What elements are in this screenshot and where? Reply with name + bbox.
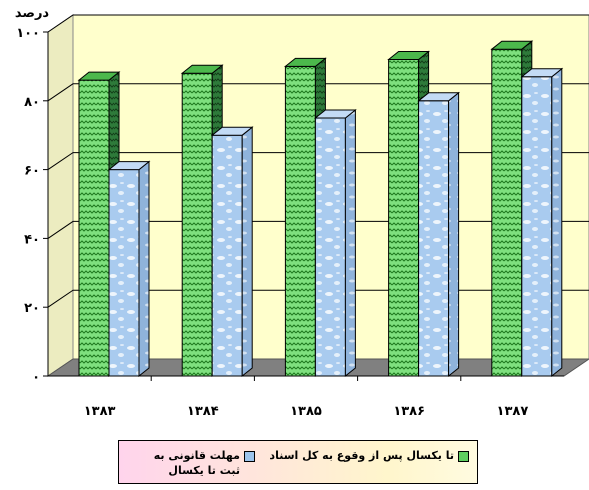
bar-side xyxy=(448,91,460,378)
legend-swatch-green xyxy=(458,450,469,462)
bar-front xyxy=(491,48,523,377)
bar-front xyxy=(418,100,450,377)
bar-side xyxy=(138,160,150,378)
bar-front xyxy=(388,59,420,377)
bar-side xyxy=(241,126,253,378)
bar-front xyxy=(284,65,316,377)
bar-front xyxy=(181,72,213,377)
bar-front xyxy=(521,76,553,377)
y-tick-label: ۰ xyxy=(32,370,40,385)
legend-label-green: تا یکسال پس از وقوع به کل اسناد xyxy=(269,449,454,462)
legend-item-green: تا یکسال پس از وقوع به کل اسناد xyxy=(269,448,469,463)
bar-top xyxy=(313,109,357,119)
y-tick-label: ۴۰ xyxy=(24,232,40,247)
y-tick-label: ۲۰ xyxy=(24,301,40,316)
x-tick-label: ۱۳۸۷ xyxy=(497,404,529,419)
x-tick-label: ۱۳۸۳ xyxy=(84,404,116,419)
bar-top xyxy=(387,51,431,61)
y-tick-label: ۶۰ xyxy=(24,164,40,179)
y-tick-label: ۸۰ xyxy=(24,95,40,110)
side-wall xyxy=(47,14,74,377)
bar-top xyxy=(107,161,151,171)
y-axis-title: درصد xyxy=(15,6,50,21)
bar-top xyxy=(283,57,327,67)
bar-front xyxy=(314,117,346,377)
bar-top xyxy=(210,126,254,136)
bar-side xyxy=(551,67,563,378)
bar-top xyxy=(417,92,461,102)
bar-side xyxy=(344,108,356,378)
legend-item-blue: مهلت قانونی به ثبت تا یکسال xyxy=(130,448,255,478)
x-tick-label: ۱۳۸۴ xyxy=(187,404,219,419)
y-tick-label: ۱۰۰ xyxy=(16,26,40,41)
bar-top xyxy=(77,71,121,81)
x-tick-label: ۱۳۸۶ xyxy=(393,404,425,419)
legend: تا یکسال پس از وقوع به کل اسناد مهلت قان… xyxy=(118,440,478,484)
bar-front xyxy=(211,134,243,377)
bar-front xyxy=(108,169,140,377)
bar-top xyxy=(520,68,564,78)
bar-top xyxy=(180,64,224,74)
x-tick-label: ۱۳۸۵ xyxy=(290,404,322,419)
bar-top xyxy=(490,40,534,50)
gridline xyxy=(47,14,589,33)
bar-front xyxy=(78,79,110,377)
legend-label-blue: مهلت قانونی به ثبت تا یکسال xyxy=(153,449,240,477)
legend-swatch-blue xyxy=(244,450,255,462)
